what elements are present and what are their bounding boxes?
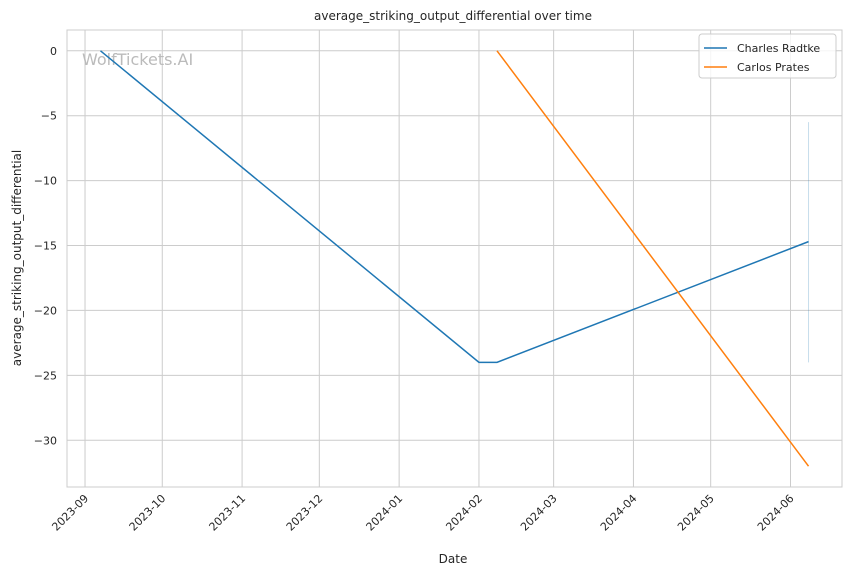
x-tick-label: 2024-05: [675, 492, 717, 534]
y-tick-label: −25: [34, 369, 57, 382]
legend-label: Carlos Prates: [737, 61, 810, 74]
y-tick-label: −10: [34, 175, 57, 188]
series-line-charles-radtke: [99, 50, 809, 364]
x-tick-label: 2024-03: [518, 492, 560, 534]
series-line-carlos-prates: [496, 50, 810, 467]
y-tick-label: 0: [50, 45, 57, 58]
x-tick-label: 2024-06: [755, 492, 797, 534]
watermark: WolfTickets.AI: [82, 50, 193, 69]
plot-frame: [66, 29, 843, 488]
y-tick-label: −5: [41, 110, 57, 123]
chart-title: average_striking_output_differential ove…: [314, 9, 592, 23]
y-tick-label: −30: [34, 434, 57, 447]
x-tick-label: 2024-04: [598, 492, 640, 534]
x-tick-label: 2024-02: [443, 492, 485, 534]
y-axis-label: average_striking_output_differential: [10, 150, 24, 366]
x-tick-label: 2023-11: [207, 492, 249, 534]
x-tick-label: 2023-10: [127, 492, 169, 534]
y-tick-label: −20: [34, 304, 57, 317]
legend-box: [698, 33, 837, 79]
x-axis-label: Date: [439, 552, 468, 566]
x-tick-label: 2024-01: [364, 492, 406, 534]
legend: Charles Radtke Carlos Prates: [698, 33, 837, 79]
y-tick-label: −15: [34, 240, 57, 253]
x-tick-label: 2023-12: [284, 492, 326, 534]
legend-label: Charles Radtke: [737, 42, 820, 55]
x-tick-label: 2023-09: [49, 492, 91, 534]
